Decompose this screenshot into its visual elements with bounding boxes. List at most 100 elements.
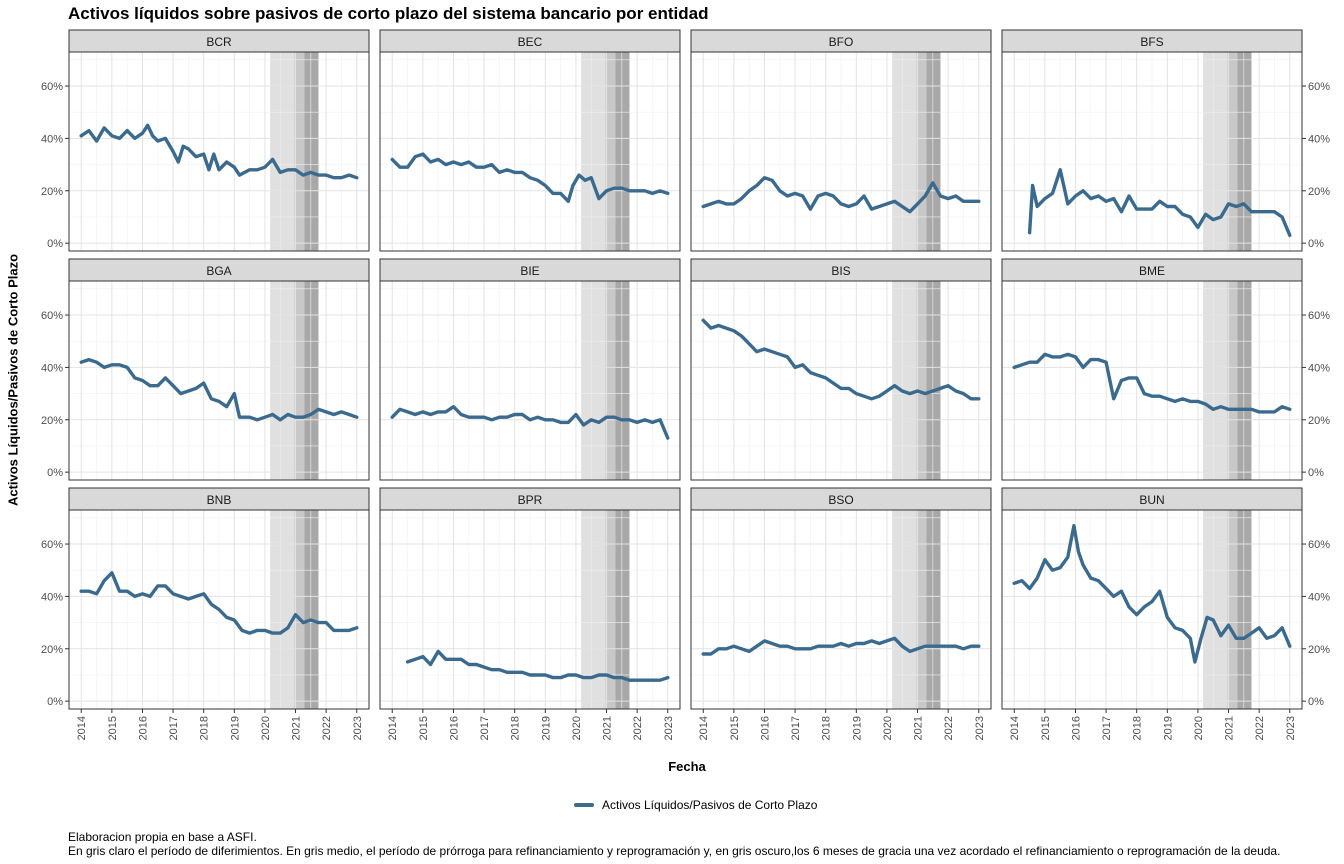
series-line-bso	[701, 636, 981, 656]
series-line-bun	[1012, 524, 1292, 664]
x-tick-label: 2020	[571, 716, 583, 740]
shaded-period-2	[916, 52, 927, 251]
series-line-bnb	[79, 571, 359, 635]
y-tick-label: 40%	[41, 362, 63, 374]
legend-key-line	[574, 803, 594, 807]
x-tick-label: 2021	[602, 716, 614, 740]
panel-border	[1001, 51, 1303, 252]
panel-border	[690, 509, 992, 710]
panel-strip-label: BFO	[829, 35, 854, 49]
y-tick-label: 60%	[1308, 539, 1330, 551]
panel-bga: BGA 0% 20% 40% 60%	[41, 258, 370, 481]
x-tick-label: 2016	[759, 716, 771, 740]
caption-source: Elaboracion propia en base a ASFI.	[68, 830, 257, 844]
shaded-period-2	[1227, 281, 1238, 480]
x-tick-label: 2018	[510, 716, 522, 740]
y-tick-label: 0%	[47, 238, 63, 250]
y-tick-label: 40%	[41, 591, 63, 603]
shaded-period-1	[581, 281, 606, 480]
shaded-period-3	[1237, 281, 1252, 480]
y-tick-label: 20%	[41, 644, 63, 656]
y-tick-label: 0%	[1308, 238, 1324, 250]
shaded-period-3	[615, 281, 630, 480]
shaded-period-3	[304, 52, 319, 251]
panel-border	[379, 280, 681, 481]
y-tick-label: 20%	[1308, 415, 1330, 427]
x-tick-label: 2017	[790, 716, 802, 740]
shaded-period-2	[916, 281, 927, 480]
y-axis-label: Activos Líquidos/Pasivos de Corto Plazo	[5, 253, 21, 507]
x-tick-label: 2023	[1285, 716, 1297, 740]
shaded-period-2	[294, 510, 305, 709]
panel-strip-label: BME	[1139, 264, 1165, 278]
x-tick-label: 2021	[1224, 716, 1236, 740]
series-line-bme	[1012, 352, 1292, 414]
panel-strip-label: BSO	[828, 493, 853, 507]
panel-bfs: BFS 0% 20% 40% 60%	[1001, 29, 1330, 252]
x-tick-label: 2016	[137, 716, 149, 740]
panel-strip-label: BIE	[520, 264, 539, 278]
y-tick-label: 0%	[1308, 696, 1324, 708]
caption-shading-note: En gris claro el período de diferimiento…	[68, 844, 1281, 858]
shaded-period-3	[304, 510, 319, 709]
panel-border	[379, 509, 681, 710]
x-tick-label: 2022	[943, 716, 955, 740]
shaded-period-1	[1203, 510, 1228, 709]
y-tick-label: 20%	[1308, 644, 1330, 656]
shaded-period-1	[581, 52, 606, 251]
x-tick-label: 2021	[291, 716, 303, 740]
shaded-period-2	[916, 510, 927, 709]
y-tick-label: 20%	[41, 415, 63, 427]
x-tick-label: 2018	[199, 716, 211, 740]
series-line-bie	[390, 405, 670, 440]
series-line-bga	[79, 357, 359, 422]
x-tick-label: 2020	[260, 716, 272, 740]
shaded-period-2	[605, 281, 616, 480]
shaded-period-1	[1203, 52, 1228, 251]
panel-border	[690, 51, 992, 252]
x-tick-label: 2022	[321, 716, 333, 740]
x-tick-label: 2014	[698, 716, 710, 740]
panel-strip-label: BIS	[831, 264, 850, 278]
shaded-period-3	[304, 281, 319, 480]
shaded-period-1	[892, 510, 917, 709]
y-tick-label: 20%	[41, 186, 63, 198]
panel-strip-label: BFS	[1140, 35, 1163, 49]
x-tick-label: 2014	[1009, 716, 1021, 740]
shaded-period-3	[615, 52, 630, 251]
x-tick-label: 2016	[448, 716, 460, 740]
shaded-period-1	[270, 52, 295, 251]
shaded-period-2	[605, 52, 616, 251]
x-tick-label: 2015	[418, 716, 430, 740]
shaded-period-2	[1227, 510, 1238, 709]
shaded-period-1	[892, 281, 917, 480]
shaded-period-1	[270, 510, 295, 709]
panel-bfo: BFO	[690, 29, 992, 252]
shaded-period-2	[1227, 52, 1238, 251]
x-tick-label: 2014	[76, 716, 88, 740]
x-tick-label: 2022	[632, 716, 644, 740]
x-tick-label: 2019	[229, 716, 241, 740]
shaded-period-2	[294, 52, 305, 251]
panel-border	[379, 51, 681, 252]
series-line-bcr	[79, 123, 359, 180]
y-tick-label: 60%	[1308, 81, 1330, 93]
shaded-period-2	[294, 281, 305, 480]
shaded-period-3	[1237, 52, 1252, 251]
y-tick-label: 20%	[1308, 186, 1330, 198]
y-tick-label: 40%	[41, 133, 63, 145]
x-tick-label: 2017	[168, 716, 180, 740]
panel-bnb: BNB 0% 20% 40% 60% 2014 2015 2016 2017 2018 2019 20…	[41, 487, 370, 740]
y-tick-label: 0%	[47, 696, 63, 708]
panel-strip-label: BCR	[206, 35, 232, 49]
y-tick-label: 60%	[41, 539, 63, 551]
x-tick-label: 2019	[851, 716, 863, 740]
x-tick-label: 2017	[479, 716, 491, 740]
shaded-period-1	[270, 281, 295, 480]
x-tick-label: 2014	[387, 716, 399, 740]
y-tick-label: 0%	[1308, 467, 1324, 479]
panel-bso: BSO 2014 2015 2016 2017 2018 2019 2020 2021 2022 2…	[690, 487, 992, 740]
legend-label: Activos Líquidos/Pasivos de Corto Plazo	[602, 798, 818, 812]
x-tick-label: 2018	[1132, 716, 1144, 740]
